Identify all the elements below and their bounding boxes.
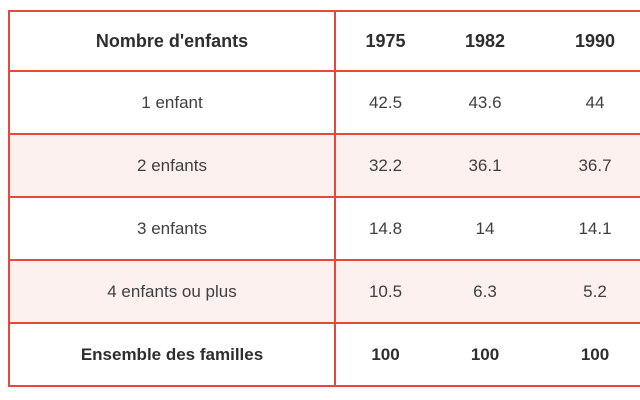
cell-value: 32.2 xyxy=(335,133,435,198)
row-label: 3 enfants xyxy=(8,196,336,261)
row-label: 4 enfants ou plus xyxy=(8,259,336,324)
cell-value: 5.2 xyxy=(535,259,640,324)
table-row-1-enfant: 1 enfant 42.5 43.6 44 xyxy=(8,70,640,135)
column-header-nombre-enfants: Nombre d'enfants xyxy=(8,10,336,72)
table-row-3-enfants: 3 enfants 14.8 14 14.1 xyxy=(8,196,640,261)
cell-value: 42.5 xyxy=(335,70,435,135)
cell-value: 36.7 xyxy=(535,133,640,198)
cell-value: 100 xyxy=(335,322,435,387)
table-header-row: Nombre d'enfants 1975 1982 1990 xyxy=(8,10,640,72)
table-row-4-enfants-ou-plus: 4 enfants ou plus 10.5 6.3 5.2 xyxy=(8,259,640,324)
cell-value: 100 xyxy=(535,322,640,387)
cell-value: 14.8 xyxy=(335,196,435,261)
column-header-1982: 1982 xyxy=(435,10,535,72)
column-header-1975: 1975 xyxy=(335,10,435,72)
table-row-ensemble-des-familles: Ensemble des familles 100 100 100 xyxy=(8,322,640,387)
row-label: 2 enfants xyxy=(8,133,336,198)
cell-value: 100 xyxy=(435,322,535,387)
column-header-1990: 1990 xyxy=(535,10,640,72)
cell-value: 10.5 xyxy=(335,259,435,324)
table-container: Nombre d'enfants 1975 1982 1990 1 enfant… xyxy=(8,10,640,387)
row-label: Ensemble des familles xyxy=(8,322,336,387)
cell-value: 6.3 xyxy=(435,259,535,324)
cell-value: 14.1 xyxy=(535,196,640,261)
cell-value: 43.6 xyxy=(435,70,535,135)
cell-value: 36.1 xyxy=(435,133,535,198)
table-row-2-enfants: 2 enfants 32.2 36.1 36.7 xyxy=(8,133,640,198)
row-label: 1 enfant xyxy=(8,70,336,135)
cell-value: 44 xyxy=(535,70,640,135)
families-by-children-table: Nombre d'enfants 1975 1982 1990 1 enfant… xyxy=(8,10,640,387)
cell-value: 14 xyxy=(435,196,535,261)
